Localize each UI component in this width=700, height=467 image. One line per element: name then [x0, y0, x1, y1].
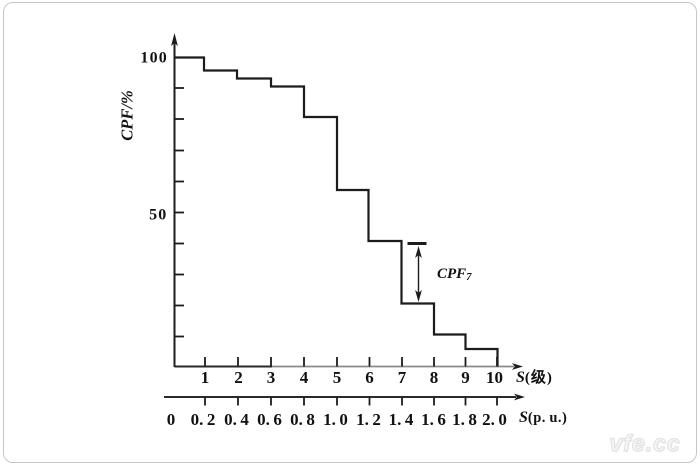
- svg-text:5: 5: [333, 368, 342, 387]
- svg-text:9: 9: [461, 368, 470, 387]
- svg-text:S(级): S(级): [516, 368, 553, 386]
- svg-text:0. 8: 0. 8: [290, 410, 315, 429]
- svg-text:1. 8: 1. 8: [452, 410, 477, 429]
- svg-text:8: 8: [430, 368, 439, 387]
- svg-text:1. 6: 1. 6: [421, 410, 446, 429]
- svg-text:10: 10: [486, 368, 503, 387]
- svg-text:0: 0: [167, 410, 176, 429]
- svg-text:7: 7: [398, 368, 407, 387]
- svg-text:1: 1: [201, 368, 210, 387]
- svg-text:0. 2: 0. 2: [191, 410, 216, 429]
- svg-text:CPF/%: CPF/%: [118, 90, 137, 140]
- svg-text:2. 0: 2. 0: [482, 410, 507, 429]
- svg-text:1. 4: 1. 4: [389, 410, 414, 429]
- svg-text:CPF7: CPF7: [437, 266, 472, 283]
- svg-text:100: 100: [140, 50, 168, 67]
- svg-text:2: 2: [234, 368, 243, 387]
- svg-text:1. 0: 1. 0: [323, 410, 348, 429]
- svg-text:1. 2: 1. 2: [356, 410, 381, 429]
- svg-text:3: 3: [267, 368, 276, 387]
- svg-text:50: 50: [149, 207, 167, 224]
- svg-text:0. 4: 0. 4: [224, 410, 249, 429]
- svg-text:S(p. u.): S(p. u.): [519, 409, 567, 426]
- svg-text:4: 4: [300, 368, 309, 387]
- svg-text:0. 6: 0. 6: [257, 410, 282, 429]
- svg-text:6: 6: [365, 368, 374, 387]
